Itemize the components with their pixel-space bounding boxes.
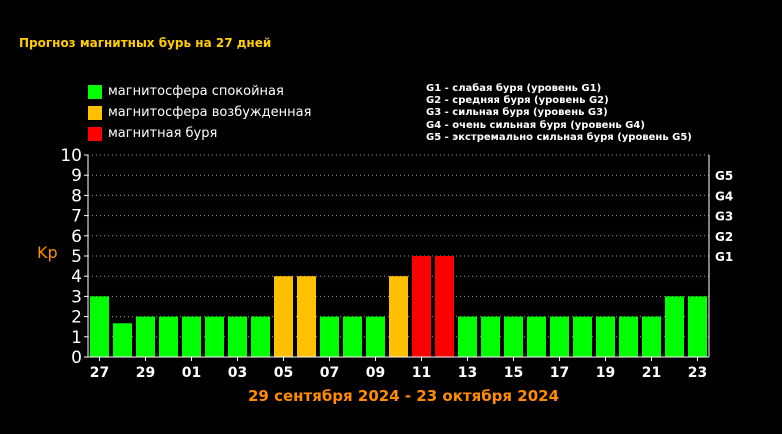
x-tick-label: 11 (412, 365, 431, 381)
bar-23 (688, 296, 707, 357)
date-range: 29 сентября 2024 - 23 октября 2024 (247, 387, 560, 405)
bar-14 (481, 316, 500, 357)
x-tick-label: 21 (642, 365, 661, 381)
legend-swatch-excited (88, 105, 102, 120)
g-tick-label: G3 (715, 210, 733, 224)
bar-19 (596, 316, 615, 357)
bar-03 (228, 316, 247, 357)
bar-04 (251, 316, 270, 357)
x-tick-label: 15 (504, 365, 523, 381)
bar-07 (320, 316, 339, 357)
g-level-5: G5 - экстремально сильная буря (уровень … (426, 131, 692, 143)
x-tick-label: 29 (136, 365, 155, 381)
bar-30 (159, 316, 178, 357)
bar-05 (274, 276, 293, 357)
bar-09 (366, 316, 385, 357)
x-tick-label: 09 (366, 365, 385, 381)
y-tick-label: 3 (71, 287, 82, 307)
x-tick-label: 05 (274, 365, 293, 381)
y-tick-label: 0 (71, 348, 82, 368)
legend-label-calm: магнитосфера спокойная (108, 84, 284, 99)
y-tick-label: 4 (71, 267, 82, 287)
legend-swatch-calm (88, 84, 102, 99)
bar-27 (90, 296, 109, 357)
bar-18 (573, 316, 592, 357)
legend-label-excited: магнитосфера возбужденная (108, 105, 312, 120)
g-level-1: G1 - слабая буря (уровень G1) (426, 83, 602, 94)
legend-item-excited: магнитосфера возбужденная (88, 102, 311, 123)
x-tick-label: 27 (90, 365, 109, 381)
bar-02 (205, 316, 224, 357)
g-level-2: G2 - средняя буря (уровень G2) (426, 95, 609, 107)
bar-15 (504, 316, 523, 357)
x-tick-label: 07 (320, 365, 339, 381)
x-tick-label: 13 (458, 365, 477, 381)
x-tick-label: 23 (688, 365, 707, 381)
g-level-3: G3 - сильная буря (уровень G3) (426, 107, 608, 119)
bar-12 (435, 256, 454, 357)
bar-13 (458, 316, 477, 357)
g-tick-label: G5 (715, 169, 733, 183)
y-tick-label: 10 (60, 146, 82, 166)
g-tick-label: G1 (715, 250, 733, 264)
g-level-4: G4 - очень сильная буря (уровень G4) (426, 119, 645, 131)
x-tick-label: 19 (596, 365, 615, 381)
legend-item-storm: магнитная буря (88, 123, 311, 144)
y-axis-label: Kp (37, 243, 58, 262)
bar-08 (343, 316, 362, 357)
activity-legend: магнитосфера спокойная магнитосфера возб… (88, 81, 311, 144)
bar-20 (619, 316, 638, 357)
legend-label-storm: магнитная буря (108, 126, 218, 141)
bar-21 (642, 316, 661, 357)
bar-22 (665, 296, 684, 357)
y-tick-label: 9 (71, 166, 82, 186)
y-tick-label: 5 (71, 247, 82, 267)
y-tick-label: 8 (71, 186, 82, 206)
y-tick-label: 1 (71, 328, 82, 348)
chart-title: Прогноз магнитных бурь на 27 дней (19, 36, 272, 50)
g-tick-label: G2 (715, 230, 733, 244)
bar-17 (550, 316, 569, 357)
bar-10 (389, 276, 408, 357)
y-tick-label: 7 (71, 207, 82, 227)
bar-16 (527, 316, 546, 357)
y-tick-label: 6 (71, 227, 82, 247)
y-tick-label: 2 (71, 308, 82, 328)
x-tick-label: 01 (182, 365, 201, 381)
x-tick-label: 17 (550, 365, 569, 381)
g-tick-label: G4 (715, 189, 733, 203)
bar-06 (297, 276, 316, 357)
legend-item-calm: магнитосфера спокойная (88, 81, 311, 102)
storm-level-legend: G1 - слабая буря (уровень G1) G2 - средн… (426, 83, 692, 144)
legend-swatch-storm (88, 126, 102, 141)
bar-29 (136, 316, 155, 357)
bar-28 (113, 323, 132, 357)
bar-01 (182, 316, 201, 357)
x-tick-label: 03 (228, 365, 247, 381)
bar-11 (412, 256, 431, 357)
